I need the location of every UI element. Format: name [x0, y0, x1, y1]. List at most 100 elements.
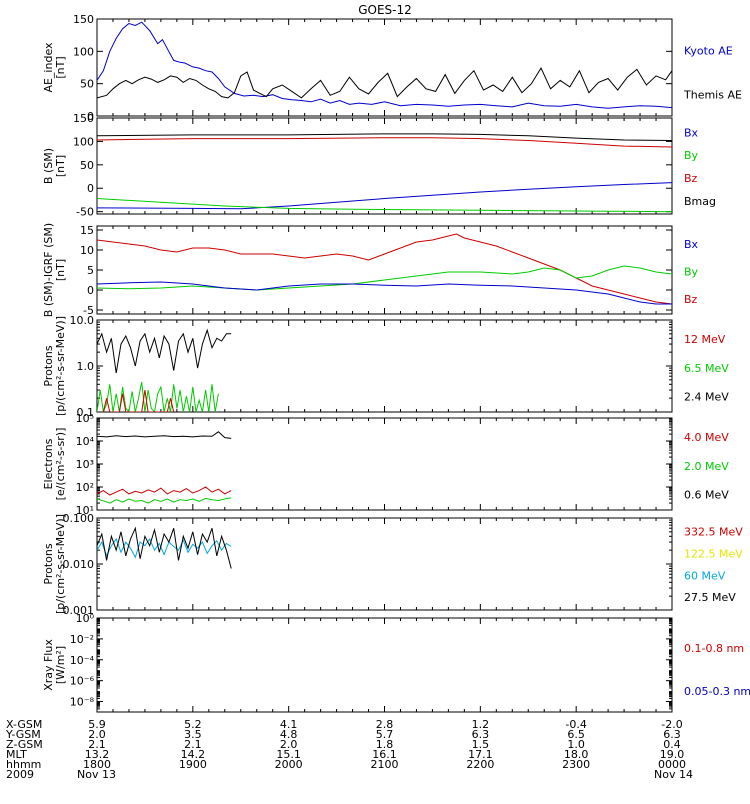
legend-by: By [684, 266, 699, 279]
legend-4-0-mev: 4.0 MeV [684, 431, 729, 444]
y-tick-label: 10⁻² [70, 633, 94, 646]
legend-27-5-mev: 27.5 MeV [684, 591, 736, 604]
orbit-row-label: X-GSM [6, 718, 42, 731]
series-group [97, 21, 672, 109]
legend-60-mev: 60 MeV [684, 569, 726, 582]
series-bz [97, 233, 672, 305]
series-themis-ae [97, 67, 672, 99]
legend-122-5-mev: 122.5 MeV [684, 547, 743, 560]
orbit-value: 1.8 [376, 738, 394, 751]
orbit-value: 2.8 [376, 718, 394, 731]
y-axis-label: [W/m²] [54, 646, 67, 684]
panel-electrons: 10¹ 10² 10³ 10⁴ 10⁵ Electrons [e/(cm²-s-sr)] 4.… [42, 412, 729, 517]
orbit-value: 15.1 [276, 748, 301, 761]
orbit-value: 2.1 [184, 738, 202, 751]
orbit-value: 13.2 [85, 748, 110, 761]
orbit-value: 4.8 [280, 728, 298, 741]
orbit-value: -2.0 [661, 718, 682, 731]
y-tick-label: 10⁰ [76, 612, 95, 625]
y-tick-label: 10³ [76, 458, 94, 471]
panel-frame [96, 617, 673, 713]
series-by [97, 198, 672, 213]
orbit-value: 2.0 [88, 728, 106, 741]
panel-frame [96, 225, 673, 315]
y-axis-label: Electrons [42, 438, 55, 489]
orbit-value: 4.1 [280, 718, 298, 731]
orbit-row-label: Z-GSM [6, 738, 43, 751]
legend-332-5-mev: 332.5 MeV [684, 526, 743, 539]
y-tick-label: 10⁻⁶ [70, 675, 95, 688]
y-tick-label: 0 [87, 284, 94, 297]
orbit-row-label: Y-GSM [5, 728, 41, 741]
orbit-value: 1.5 [472, 738, 490, 751]
legend-bx: Bx [684, 238, 699, 251]
orbit-value: 5.7 [376, 728, 394, 741]
legend-6-5-mev: 6.5 MeV [684, 362, 729, 375]
orbit-value: 2000 [275, 758, 303, 771]
orbit-value: 2200 [466, 758, 494, 771]
panel-frame [96, 517, 673, 611]
orbit-value: 1.0 [567, 738, 585, 751]
orbit-value: 2.0 [280, 738, 298, 751]
y-axis-label: AE_index [42, 42, 55, 93]
y-tick-label: 0.100 [63, 512, 95, 525]
series-2-4-mev [97, 328, 232, 374]
series-bz [97, 137, 672, 148]
legend-0-1-0-8-nm: 0.1-0.8 nm [684, 642, 744, 655]
y-tick-label: 10.0 [70, 314, 95, 327]
series-group [97, 431, 232, 504]
series-60-mev [97, 537, 232, 559]
y-tick-label: 150 [73, 112, 94, 125]
orbit-value: 18.0 [564, 748, 589, 761]
y-axis-label: [p/(cm²-s-sr-MeV)] [54, 514, 67, 614]
orbit-value: 14.2 [181, 748, 206, 761]
series-bmag [97, 133, 672, 141]
y-tick-label: 0.001 [63, 604, 95, 617]
legend-themis-ae: Themis AE [683, 88, 742, 101]
y-tick-label: -5 [83, 304, 94, 317]
series-group [97, 328, 232, 412]
orbit-value: 1.2 [472, 718, 490, 731]
y-tick-label: 50 [80, 78, 94, 91]
orbit-value: 6.3 [663, 728, 681, 741]
legend-bmag: Bmag [684, 195, 716, 208]
orbit-value: 16.1 [372, 748, 397, 761]
orbit-value: 6.3 [472, 728, 490, 741]
y-axis-label: Protons [42, 345, 55, 386]
legend-0-6-mev: 0.6 MeV [684, 489, 729, 502]
y-axis-label: [nT] [54, 259, 67, 281]
orbit-value: 5.2 [184, 718, 202, 731]
y-tick-label: 0 [87, 182, 94, 195]
y-tick-label: -50 [76, 206, 94, 219]
y-tick-label: 15 [80, 224, 94, 237]
panel-bigrf: -5 0 5 10 15 B (SM)-IGRF (SM) [nT] Bx By Bz [42, 223, 699, 317]
y-tick-label: 100 [73, 45, 94, 58]
orbit-value: 0000 [658, 758, 686, 771]
series-0-6-mev [97, 431, 232, 439]
y-axis-label: B (SM)-IGRF (SM) [42, 223, 55, 317]
y-axis-label: [nT] [54, 155, 67, 177]
panel-xray: 10⁻⁸ 10⁻⁶ 10⁻⁴ 10⁻² 10⁰ Xray Flux [W/m²] 0.1-0.… [42, 612, 750, 713]
y-tick-label: 150 [73, 13, 94, 26]
series-4-0-mev [97, 486, 232, 496]
y-tick-label: 10⁴ [76, 435, 95, 448]
y-tick-label: 10² [76, 481, 94, 494]
legend-by: By [684, 149, 699, 162]
orbit-value: 17.1 [468, 748, 493, 761]
series-27-5-mev [97, 526, 232, 569]
legend-0-05-0-3-nm: 0.05-0.3 nm [684, 685, 750, 698]
legend-bx: Bx [684, 126, 699, 139]
orbit-row-label: MLT [6, 748, 27, 761]
y-tick-label: 0.1 [77, 406, 95, 419]
panel-protons_mev: 0.1 1.0 10.0 Protons [p/(cm²-s-sr-MeV)] 12 Me… [42, 314, 729, 419]
y-tick-label: 10⁻⁸ [70, 696, 95, 709]
panel-bfield: -50 0 50 100 150 B (SM) [nT] Bx By Bz Bmag [42, 112, 716, 219]
series-6-5-mev [97, 381, 219, 412]
legend-2-4-mev: 2.4 MeV [684, 391, 729, 404]
legend-bz: Bz [684, 172, 698, 185]
legend-kyoto-ae: Kyoto AE [684, 44, 733, 57]
series-by [97, 265, 672, 291]
orbit-row-label: 2009 [6, 768, 34, 781]
orbit-value: -0.4 [565, 718, 586, 731]
